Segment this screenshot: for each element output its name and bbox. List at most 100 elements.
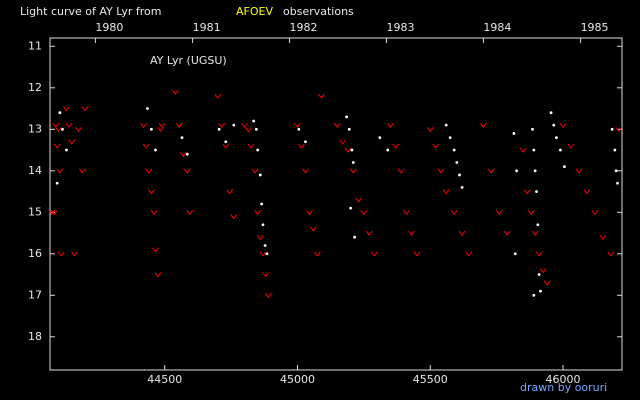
fainter-than-mark xyxy=(142,143,150,149)
observation-dot xyxy=(349,206,353,210)
observation-dot xyxy=(533,169,537,173)
y-tick-label: 11 xyxy=(28,39,42,52)
title-suffix: observations xyxy=(283,5,354,18)
fainter-than-mark xyxy=(349,168,357,174)
year-label: 1982 xyxy=(290,21,318,34)
x-tick-label: 45000 xyxy=(280,373,315,386)
observation-dot xyxy=(378,136,382,140)
fainter-than-mark xyxy=(56,168,64,174)
fainter-than-mark xyxy=(75,127,82,133)
fainter-than-mark xyxy=(426,127,434,133)
year-label: 1980 xyxy=(95,21,123,34)
observation-dot xyxy=(154,148,157,152)
fainter-than-mark xyxy=(71,251,78,257)
fainter-than-mark xyxy=(157,127,165,133)
fainter-than-mark xyxy=(298,143,305,149)
observation-dot xyxy=(536,223,540,227)
fainter-than-mark xyxy=(154,272,162,278)
fainter-than-mark xyxy=(527,210,535,216)
fainter-than-mark xyxy=(226,189,234,195)
y-tick-label: 12 xyxy=(28,81,42,94)
fainter-than-mark xyxy=(171,89,179,95)
observation-dot xyxy=(537,273,541,276)
y-tick-label: 16 xyxy=(28,247,42,260)
fainter-than-mark xyxy=(230,214,238,220)
fainter-than-mark xyxy=(519,147,527,153)
fainter-than-mark xyxy=(78,168,86,174)
year-label: 1984 xyxy=(483,21,511,34)
fainter-than-mark xyxy=(244,127,252,133)
fainter-than-mark xyxy=(371,251,378,257)
fainter-than-mark xyxy=(535,251,543,257)
observation-dot xyxy=(146,107,149,110)
observation-dot xyxy=(180,136,184,140)
observation-dot xyxy=(55,181,59,185)
fainter-than-mark xyxy=(317,93,325,99)
observation-dot xyxy=(217,127,221,131)
fainter-than-mark xyxy=(442,189,450,195)
fainter-than-mark xyxy=(599,234,607,241)
y-tick-label: 13 xyxy=(28,122,42,135)
observation-dot xyxy=(552,123,556,127)
fainter-than-mark xyxy=(150,210,158,216)
fainter-than-mark xyxy=(247,143,255,149)
fainter-than-mark xyxy=(387,122,394,128)
observation-dot xyxy=(260,202,264,206)
observation-dot xyxy=(263,244,267,247)
fainter-than-mark xyxy=(57,251,65,257)
fainter-than-mark xyxy=(365,230,373,236)
fainter-than-mark xyxy=(450,210,458,216)
fainter-than-mark xyxy=(543,280,551,286)
fainter-than-mark xyxy=(51,210,58,216)
observation-dot xyxy=(185,152,189,156)
fainter-than-mark xyxy=(302,168,309,174)
fainter-than-mark xyxy=(314,251,321,257)
observation-dot xyxy=(304,140,307,144)
fainter-than-mark xyxy=(158,122,166,128)
fainter-than-mark xyxy=(333,122,341,128)
fainter-than-mark xyxy=(55,127,62,133)
fainter-than-mark xyxy=(262,272,270,278)
observation-dot xyxy=(613,148,617,152)
fainter-than-mark xyxy=(259,251,267,257)
fainter-than-mark xyxy=(222,143,230,149)
fainter-than-mark xyxy=(152,247,159,253)
x-tick-label: 46000 xyxy=(546,373,581,386)
fainter-than-mark xyxy=(63,106,70,112)
fainter-than-mark xyxy=(148,189,155,195)
fainter-than-mark xyxy=(583,189,591,195)
fainter-than-mark xyxy=(175,122,183,128)
observation-dot xyxy=(150,127,153,131)
year-label: 1981 xyxy=(193,21,221,34)
title-source: AFOEV xyxy=(236,5,273,18)
fainter-than-mark xyxy=(251,168,259,174)
fainter-than-mark xyxy=(140,122,147,128)
fainter-than-mark xyxy=(392,143,400,149)
observation-dot xyxy=(252,119,256,123)
observation-dot xyxy=(232,123,236,127)
fainter-than-mark xyxy=(607,251,615,257)
observation-dot xyxy=(258,173,262,177)
fainter-than-mark xyxy=(306,210,313,216)
observation-dot xyxy=(353,235,356,239)
observation-dot xyxy=(532,148,536,152)
credit: drawn by ooruri xyxy=(520,381,607,394)
fainter-than-mark xyxy=(360,210,368,216)
observation-dot xyxy=(256,148,260,152)
observation-dot xyxy=(345,115,349,119)
observation-dot xyxy=(386,148,390,152)
observation-dot xyxy=(558,148,562,152)
fainter-than-mark xyxy=(186,210,194,216)
fainter-than-mark xyxy=(53,143,61,149)
observation-dot xyxy=(512,132,516,135)
observation-dot xyxy=(460,186,464,189)
observation-dot xyxy=(532,293,536,297)
fainter-than-mark xyxy=(615,127,623,133)
observation-dot xyxy=(452,148,456,152)
fainter-than-mark xyxy=(437,168,445,174)
observation-dot xyxy=(254,127,258,131)
observation-dot xyxy=(515,169,518,173)
fainter-than-mark xyxy=(413,251,421,257)
fainter-than-mark xyxy=(408,230,416,236)
